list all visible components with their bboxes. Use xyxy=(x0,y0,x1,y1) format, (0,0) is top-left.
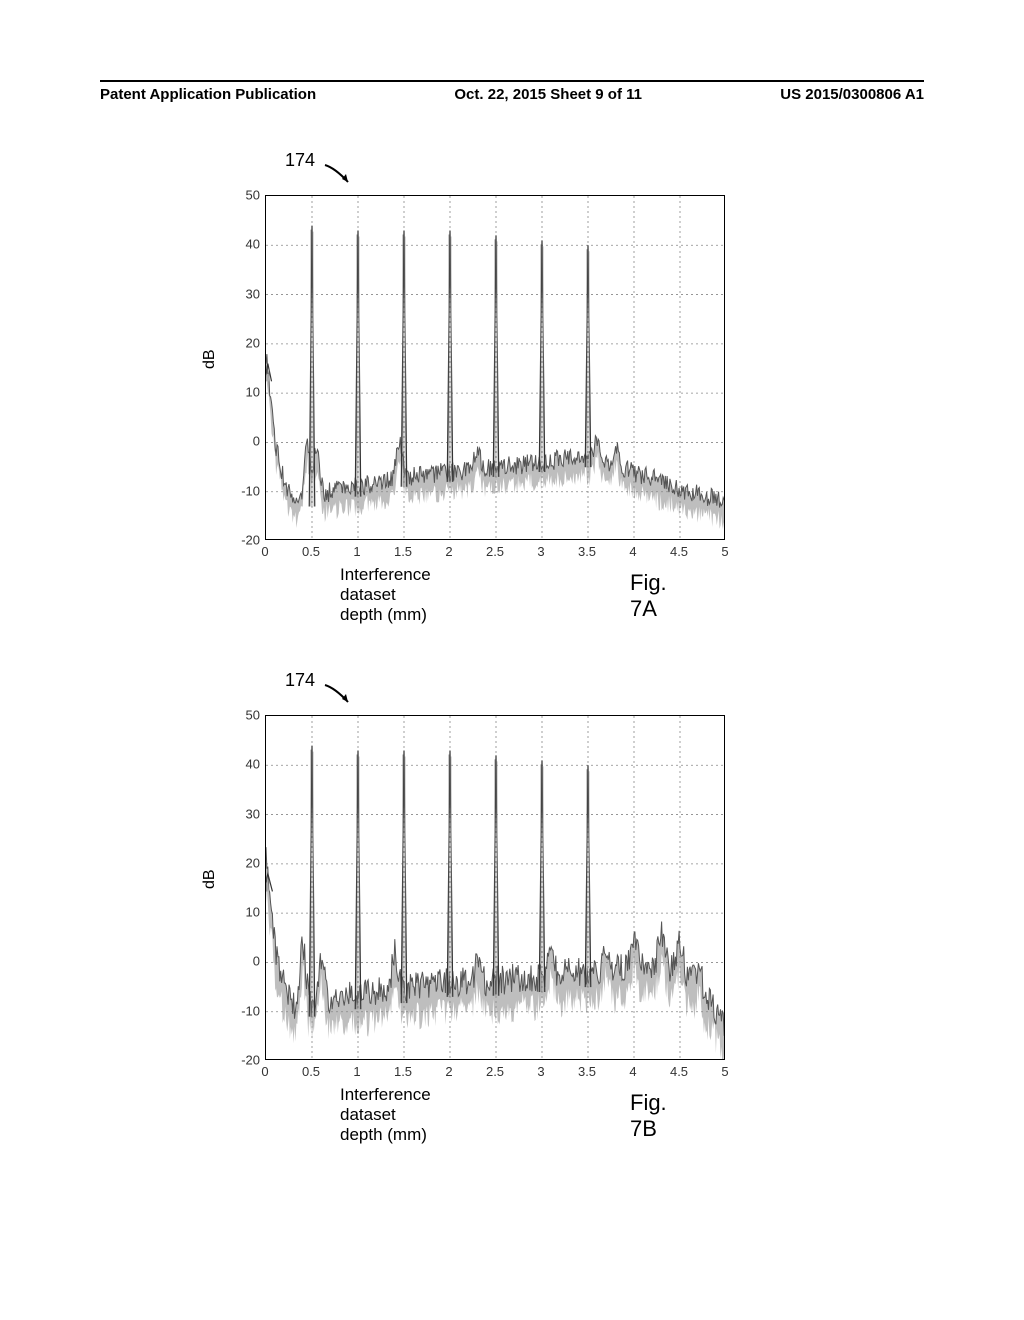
ytick: 10 xyxy=(240,385,260,400)
reference-numeral-a: 174 xyxy=(285,150,315,171)
xtick: 2.5 xyxy=(486,544,504,559)
ytick: 20 xyxy=(240,335,260,350)
x-axis-label-a: Interference dataset depth (mm) xyxy=(340,565,431,625)
ytick: 40 xyxy=(240,237,260,252)
ytick: 30 xyxy=(240,286,260,301)
xtick: 0 xyxy=(261,544,268,559)
xtick: 2 xyxy=(445,1064,452,1079)
xtick: 0.5 xyxy=(302,544,320,559)
chart-7a xyxy=(265,195,725,540)
ytick: 10 xyxy=(240,905,260,920)
xtick: 4.5 xyxy=(670,544,688,559)
reference-arrow-icon xyxy=(320,160,360,190)
page-header: Patent Application Publication Oct. 22, … xyxy=(100,80,924,103)
reference-numeral-b: 174 xyxy=(285,670,315,691)
plot-svg-b xyxy=(266,716,724,1059)
ytick: -20 xyxy=(240,533,260,548)
xtick: 3 xyxy=(537,1064,544,1079)
ytick: -10 xyxy=(240,1003,260,1018)
ytick: -10 xyxy=(240,483,260,498)
xtick: 0 xyxy=(261,1064,268,1079)
header-right: US 2015/0300806 A1 xyxy=(780,86,924,103)
figure-caption-b: Fig. 7B xyxy=(630,1090,667,1142)
header-left: Patent Application Publication xyxy=(100,86,316,103)
ytick: -20 xyxy=(240,1053,260,1068)
ytick: 20 xyxy=(240,855,260,870)
chart-7b xyxy=(265,715,725,1060)
xtick: 0.5 xyxy=(302,1064,320,1079)
y-axis-label-b: dB xyxy=(201,869,219,889)
plot-svg-a xyxy=(266,196,724,539)
ytick: 40 xyxy=(240,757,260,772)
xtick: 1.5 xyxy=(394,1064,412,1079)
xtick: 1 xyxy=(353,544,360,559)
xtick: 2.5 xyxy=(486,1064,504,1079)
xtick: 3.5 xyxy=(578,1064,596,1079)
figure-caption-a: Fig. 7A xyxy=(630,570,667,622)
ytick: 0 xyxy=(240,434,260,449)
header-center: Oct. 22, 2015 Sheet 9 of 11 xyxy=(454,86,642,103)
ytick: 50 xyxy=(240,188,260,203)
reference-arrow-icon xyxy=(320,680,360,710)
ytick: 50 xyxy=(240,708,260,723)
xtick: 4.5 xyxy=(670,1064,688,1079)
ytick: 0 xyxy=(240,954,260,969)
xtick: 1.5 xyxy=(394,544,412,559)
xtick: 3 xyxy=(537,544,544,559)
xtick: 5 xyxy=(721,544,728,559)
xtick: 1 xyxy=(353,1064,360,1079)
ytick: 30 xyxy=(240,806,260,821)
y-axis-label-a: dB xyxy=(201,349,219,369)
xtick: 2 xyxy=(445,544,452,559)
xtick: 4 xyxy=(629,544,636,559)
xtick: 3.5 xyxy=(578,544,596,559)
x-axis-label-b: Interference dataset depth (mm) xyxy=(340,1085,431,1145)
xtick: 4 xyxy=(629,1064,636,1079)
xtick: 5 xyxy=(721,1064,728,1079)
